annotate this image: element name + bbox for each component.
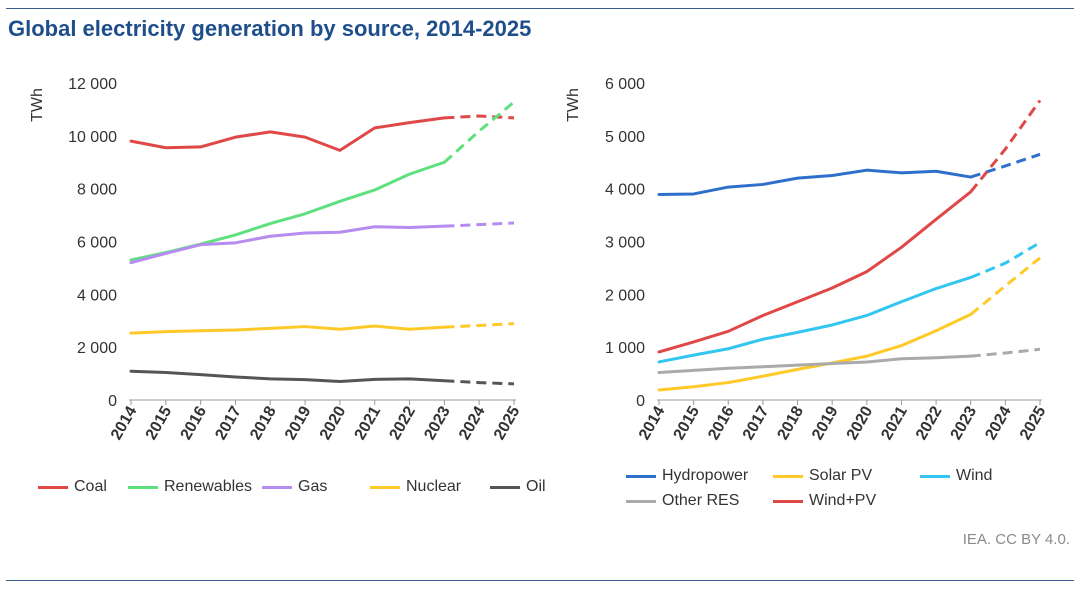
y-tick-label: 6 000	[77, 235, 117, 252]
series-forecast-oil	[444, 379, 515, 386]
x-tick-label: 2025	[1017, 403, 1050, 442]
x-tick-label: 2016	[705, 403, 738, 442]
legend-label: Gas	[298, 478, 328, 495]
series-line-wind	[657, 275, 973, 364]
legend-item-hydropower: Hydropower	[626, 467, 748, 485]
y-tick-label: 4 000	[77, 287, 117, 304]
legend-swatch	[262, 485, 292, 489]
series-line-nuclear	[129, 324, 446, 335]
series-line-hydropower	[657, 168, 973, 196]
legend-swatch	[773, 474, 803, 478]
y-tick-label: 2 000	[77, 340, 117, 357]
legend-label: Other RES	[662, 492, 740, 509]
series-forecast-wind-pv	[969, 99, 1042, 193]
legend-label: Oil	[526, 478, 546, 495]
credit-text: IEA. CC BY 4.0.	[962, 531, 1070, 548]
top-rule	[6, 8, 1074, 9]
y-tick-label: 2 000	[605, 287, 645, 304]
series-forecast-other-res	[970, 347, 1041, 358]
y-axis-label: TWh	[565, 88, 582, 122]
legend-swatch	[128, 485, 158, 489]
series-forecast-gas	[444, 221, 515, 228]
legend-label: Renewables	[164, 478, 253, 495]
x-tick-label: 2018	[774, 403, 807, 442]
legend-item-solar-pv: Solar PV	[773, 467, 872, 485]
bottom-rule	[6, 580, 1074, 581]
legend-swatch	[38, 485, 68, 489]
legend-item-wind: Wind	[920, 467, 992, 485]
x-tick-label: 2023	[948, 403, 981, 442]
series-line-wind-pv	[657, 190, 973, 354]
y-tick-label: 12 000	[68, 76, 117, 93]
y-axis-label: TWh	[29, 88, 46, 122]
x-tick-label: 2021	[878, 403, 911, 442]
legend-item-gas: Gas	[262, 478, 327, 496]
legend-label: Hydropower	[662, 467, 749, 484]
legend-item-oil: Oil	[490, 478, 546, 496]
series-line-solar-pv	[657, 312, 973, 392]
x-tick-label: 2022	[913, 403, 946, 442]
legend-swatch	[920, 474, 950, 478]
y-tick-label: 3 000	[605, 235, 645, 252]
x-tick-label: 2019	[809, 403, 842, 442]
legend-swatch	[773, 499, 803, 503]
legend-label: Solar PV	[809, 467, 873, 484]
page-title: Global electricity generation by source,…	[8, 16, 532, 41]
x-tick-label: 2024	[982, 403, 1015, 442]
y-tick-label: 6 000	[605, 76, 645, 93]
x-tick-label: 2017	[740, 403, 773, 442]
legend-item-wind-pv: Wind+PV	[773, 492, 876, 510]
legend-label: Nuclear	[406, 478, 462, 495]
legend-swatch	[626, 474, 656, 478]
series-line-oil	[129, 369, 446, 384]
legend-swatch	[490, 485, 520, 489]
x-tick-label: 2015	[671, 403, 704, 442]
legend-item-nuclear: Nuclear	[370, 478, 461, 496]
series-forecast-coal	[444, 114, 515, 120]
legend-swatch	[370, 485, 400, 489]
series-line-gas	[129, 224, 446, 265]
y-tick-label: 0	[636, 393, 645, 410]
y-tick-label: 5 000	[605, 129, 645, 146]
legend-item-coal: Coal	[38, 478, 107, 496]
legend-label: Wind	[956, 467, 993, 484]
y-tick-label: 4 000	[605, 182, 645, 199]
series-forecast-nuclear	[444, 322, 515, 329]
x-tick-label: 2020	[844, 403, 877, 442]
series-forecast-hydropower	[970, 152, 1041, 179]
y-tick-label: 0	[108, 393, 117, 410]
series-forecast-solar-pv	[969, 256, 1041, 316]
legend-label: Wind+PV	[809, 492, 877, 509]
legend-item-other-res: Other RES	[626, 492, 739, 510]
y-tick-label: 10 000	[68, 129, 117, 146]
legend-swatch	[626, 499, 656, 503]
legend-label: Coal	[74, 478, 107, 495]
series-line-other-res	[657, 354, 973, 375]
series-forecast-wind	[970, 241, 1041, 279]
series-line-coal	[129, 116, 446, 152]
y-tick-label: 1 000	[605, 340, 645, 357]
legend-item-renewables: Renewables	[128, 478, 252, 496]
y-tick-label: 8 000	[77, 182, 117, 199]
